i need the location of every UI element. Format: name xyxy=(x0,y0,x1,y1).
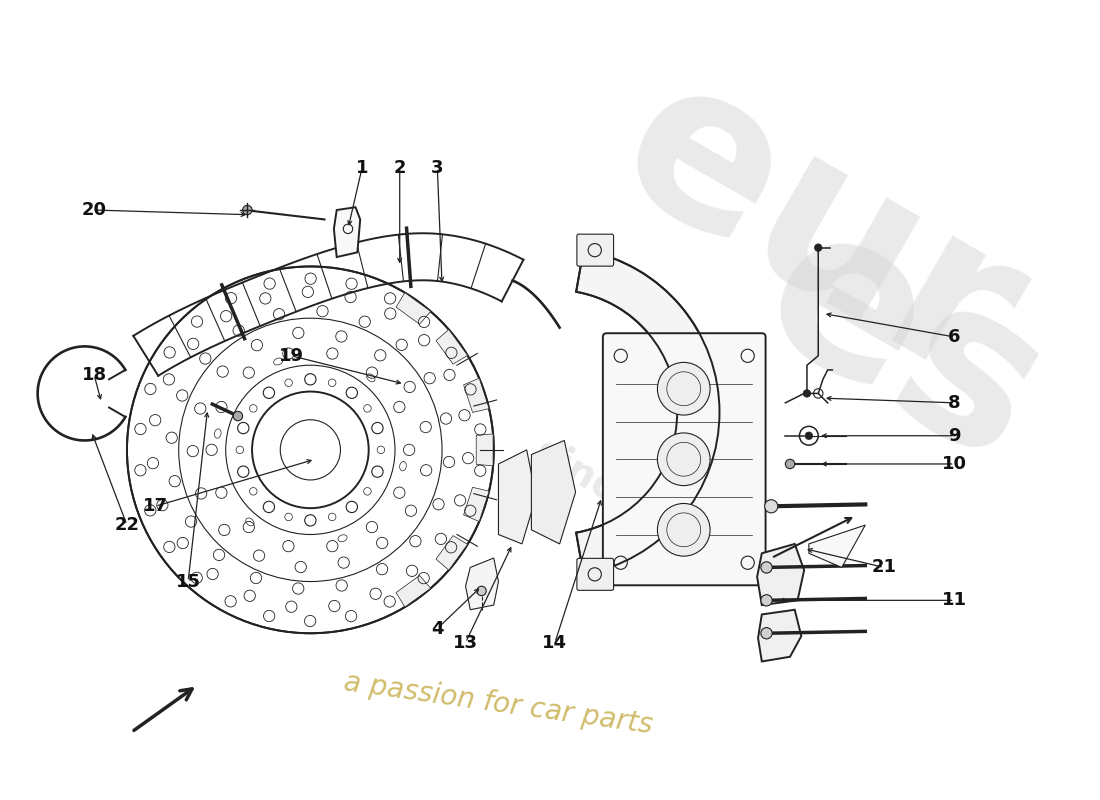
FancyBboxPatch shape xyxy=(603,334,766,586)
Text: 8: 8 xyxy=(948,394,961,412)
Polygon shape xyxy=(498,450,536,544)
Text: 22: 22 xyxy=(114,516,140,534)
Circle shape xyxy=(761,628,772,639)
Polygon shape xyxy=(465,558,498,610)
Polygon shape xyxy=(334,207,360,257)
Text: 10: 10 xyxy=(942,455,967,473)
Text: 4: 4 xyxy=(431,619,443,638)
Polygon shape xyxy=(476,434,493,466)
Polygon shape xyxy=(396,575,431,607)
Polygon shape xyxy=(396,293,431,324)
Circle shape xyxy=(805,432,813,439)
Text: 11: 11 xyxy=(942,591,967,610)
Text: es: es xyxy=(727,183,1079,510)
Text: 3: 3 xyxy=(431,158,443,177)
Polygon shape xyxy=(436,535,468,570)
Polygon shape xyxy=(808,525,866,567)
Text: 14: 14 xyxy=(542,634,568,652)
Polygon shape xyxy=(463,378,490,413)
Text: 15: 15 xyxy=(176,573,200,590)
Text: 20: 20 xyxy=(81,201,107,219)
Circle shape xyxy=(761,594,772,606)
Text: since 1885: since 1885 xyxy=(528,431,751,582)
Circle shape xyxy=(814,244,822,251)
Circle shape xyxy=(658,503,711,556)
Text: 2: 2 xyxy=(394,158,406,177)
Text: 19: 19 xyxy=(279,347,304,365)
Text: 9: 9 xyxy=(948,426,961,445)
Circle shape xyxy=(764,500,778,513)
Polygon shape xyxy=(463,487,490,522)
Circle shape xyxy=(243,206,252,214)
Circle shape xyxy=(658,362,711,415)
Text: 17: 17 xyxy=(143,498,167,515)
Text: eur: eur xyxy=(583,36,1053,431)
FancyBboxPatch shape xyxy=(576,558,614,590)
Circle shape xyxy=(761,562,772,573)
Polygon shape xyxy=(758,610,801,662)
Circle shape xyxy=(803,390,811,397)
Text: 21: 21 xyxy=(871,558,896,577)
Circle shape xyxy=(785,459,794,469)
Text: 6: 6 xyxy=(948,328,961,346)
Text: 13: 13 xyxy=(453,634,478,652)
Circle shape xyxy=(233,411,243,421)
Text: a passion for car parts: a passion for car parts xyxy=(342,668,654,739)
FancyBboxPatch shape xyxy=(576,234,614,266)
Circle shape xyxy=(658,433,711,486)
Polygon shape xyxy=(576,250,719,574)
Circle shape xyxy=(476,586,486,596)
Polygon shape xyxy=(436,330,468,364)
Text: 18: 18 xyxy=(81,366,107,384)
Polygon shape xyxy=(757,544,804,605)
Polygon shape xyxy=(531,441,575,544)
Text: 1: 1 xyxy=(355,158,368,177)
